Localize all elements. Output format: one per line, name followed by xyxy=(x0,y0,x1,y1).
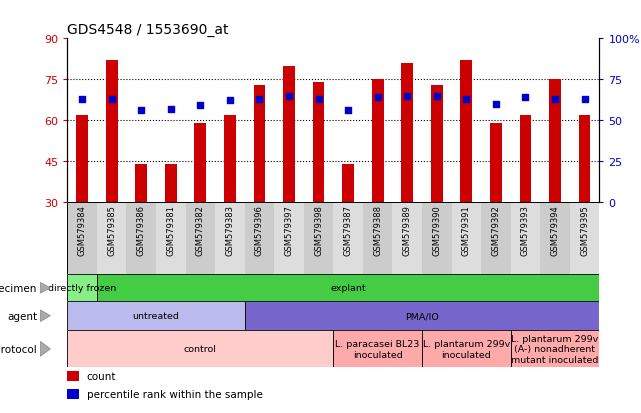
Bar xyxy=(333,202,363,275)
Text: control: control xyxy=(184,344,217,354)
Text: GSM579383: GSM579383 xyxy=(226,204,235,255)
Text: GSM579387: GSM579387 xyxy=(344,204,353,255)
Text: untreated: untreated xyxy=(133,311,179,320)
Bar xyxy=(422,330,511,368)
Point xyxy=(431,93,442,100)
Bar xyxy=(511,330,599,368)
Bar xyxy=(520,115,531,202)
Polygon shape xyxy=(40,282,51,293)
Point xyxy=(165,106,176,113)
Bar xyxy=(460,61,472,202)
Point xyxy=(372,95,383,101)
Point xyxy=(106,96,117,103)
Text: GSM579396: GSM579396 xyxy=(255,204,264,255)
Bar xyxy=(511,202,540,275)
Bar xyxy=(194,123,206,202)
Bar xyxy=(283,66,295,202)
Text: directly frozen: directly frozen xyxy=(48,284,116,292)
Bar xyxy=(67,275,97,301)
Bar xyxy=(135,164,147,202)
Text: GSM579392: GSM579392 xyxy=(492,204,501,255)
Text: protocol: protocol xyxy=(0,344,37,354)
Bar xyxy=(363,202,392,275)
Polygon shape xyxy=(40,310,51,322)
Bar xyxy=(451,202,481,275)
Bar xyxy=(67,202,97,275)
Bar xyxy=(254,85,265,202)
Point xyxy=(579,96,590,103)
Point xyxy=(550,96,560,103)
Text: GSM579381: GSM579381 xyxy=(166,204,175,255)
Bar xyxy=(342,164,354,202)
Bar xyxy=(185,202,215,275)
Bar xyxy=(392,202,422,275)
Bar xyxy=(372,80,383,202)
Point xyxy=(462,96,472,103)
Bar xyxy=(67,330,333,368)
Text: GSM579390: GSM579390 xyxy=(432,204,441,255)
Bar xyxy=(76,115,88,202)
Bar xyxy=(245,202,274,275)
Bar xyxy=(156,202,185,275)
Text: count: count xyxy=(87,371,116,381)
Point xyxy=(343,108,353,114)
Point xyxy=(254,96,265,103)
Bar xyxy=(245,301,599,330)
Text: GSM579389: GSM579389 xyxy=(403,204,412,255)
Text: L. plantarum 299v
inoculated: L. plantarum 299v inoculated xyxy=(422,339,510,358)
Point xyxy=(284,93,294,100)
Text: explant: explant xyxy=(330,284,366,292)
Bar xyxy=(401,64,413,202)
Bar xyxy=(570,202,599,275)
Bar xyxy=(67,389,79,399)
Point xyxy=(402,93,412,100)
Text: GSM579382: GSM579382 xyxy=(196,204,205,255)
Text: GSM579397: GSM579397 xyxy=(285,204,294,255)
Point xyxy=(225,98,235,104)
Bar xyxy=(97,202,126,275)
Bar xyxy=(549,80,561,202)
Text: L. plantarum 299v
(A-) nonadherent
mutant inoculated: L. plantarum 299v (A-) nonadherent mutan… xyxy=(512,334,599,364)
Bar xyxy=(126,202,156,275)
Bar xyxy=(333,330,422,368)
Polygon shape xyxy=(40,342,51,356)
Text: PMA/IO: PMA/IO xyxy=(405,311,439,320)
Text: GSM579393: GSM579393 xyxy=(521,204,530,255)
Point xyxy=(520,95,531,101)
Bar xyxy=(224,115,236,202)
Point xyxy=(313,96,324,103)
Text: GSM579395: GSM579395 xyxy=(580,204,589,255)
Text: GSM579398: GSM579398 xyxy=(314,204,323,255)
Text: agent: agent xyxy=(7,311,37,321)
Text: GSM579385: GSM579385 xyxy=(107,204,116,255)
Text: specimen: specimen xyxy=(0,283,37,293)
Text: GSM579394: GSM579394 xyxy=(551,204,560,255)
Point xyxy=(77,96,87,103)
Bar xyxy=(215,202,245,275)
Text: GSM579388: GSM579388 xyxy=(373,204,382,255)
Point xyxy=(136,108,146,114)
Bar xyxy=(431,85,443,202)
Text: GDS4548 / 1553690_at: GDS4548 / 1553690_at xyxy=(67,23,229,37)
Bar xyxy=(67,371,79,381)
Bar xyxy=(106,61,117,202)
Bar xyxy=(274,202,304,275)
Bar xyxy=(481,202,511,275)
Text: GSM579384: GSM579384 xyxy=(78,204,87,255)
Text: GSM579391: GSM579391 xyxy=(462,204,471,255)
Text: L. paracasei BL23
inoculated: L. paracasei BL23 inoculated xyxy=(335,339,420,358)
Text: percentile rank within the sample: percentile rank within the sample xyxy=(87,389,262,399)
Point xyxy=(196,103,206,109)
Bar xyxy=(304,202,333,275)
Bar xyxy=(165,164,177,202)
Point xyxy=(491,101,501,108)
Bar xyxy=(422,202,451,275)
Bar xyxy=(313,83,324,202)
Bar xyxy=(67,301,245,330)
Bar xyxy=(490,123,502,202)
Text: GSM579386: GSM579386 xyxy=(137,204,146,255)
Bar xyxy=(579,115,590,202)
Bar xyxy=(540,202,570,275)
